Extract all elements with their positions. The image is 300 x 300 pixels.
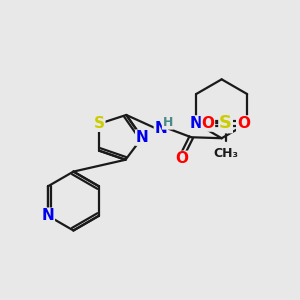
Text: O: O	[175, 151, 188, 166]
Text: H: H	[163, 116, 173, 129]
Text: O: O	[201, 116, 214, 131]
Text: N: N	[136, 130, 148, 145]
Text: N: N	[154, 121, 167, 136]
Text: N: N	[190, 116, 203, 131]
Text: S: S	[94, 116, 105, 131]
Text: S: S	[219, 115, 232, 133]
Text: N: N	[42, 208, 54, 223]
Text: O: O	[237, 116, 250, 131]
Text: CH₃: CH₃	[213, 147, 238, 160]
